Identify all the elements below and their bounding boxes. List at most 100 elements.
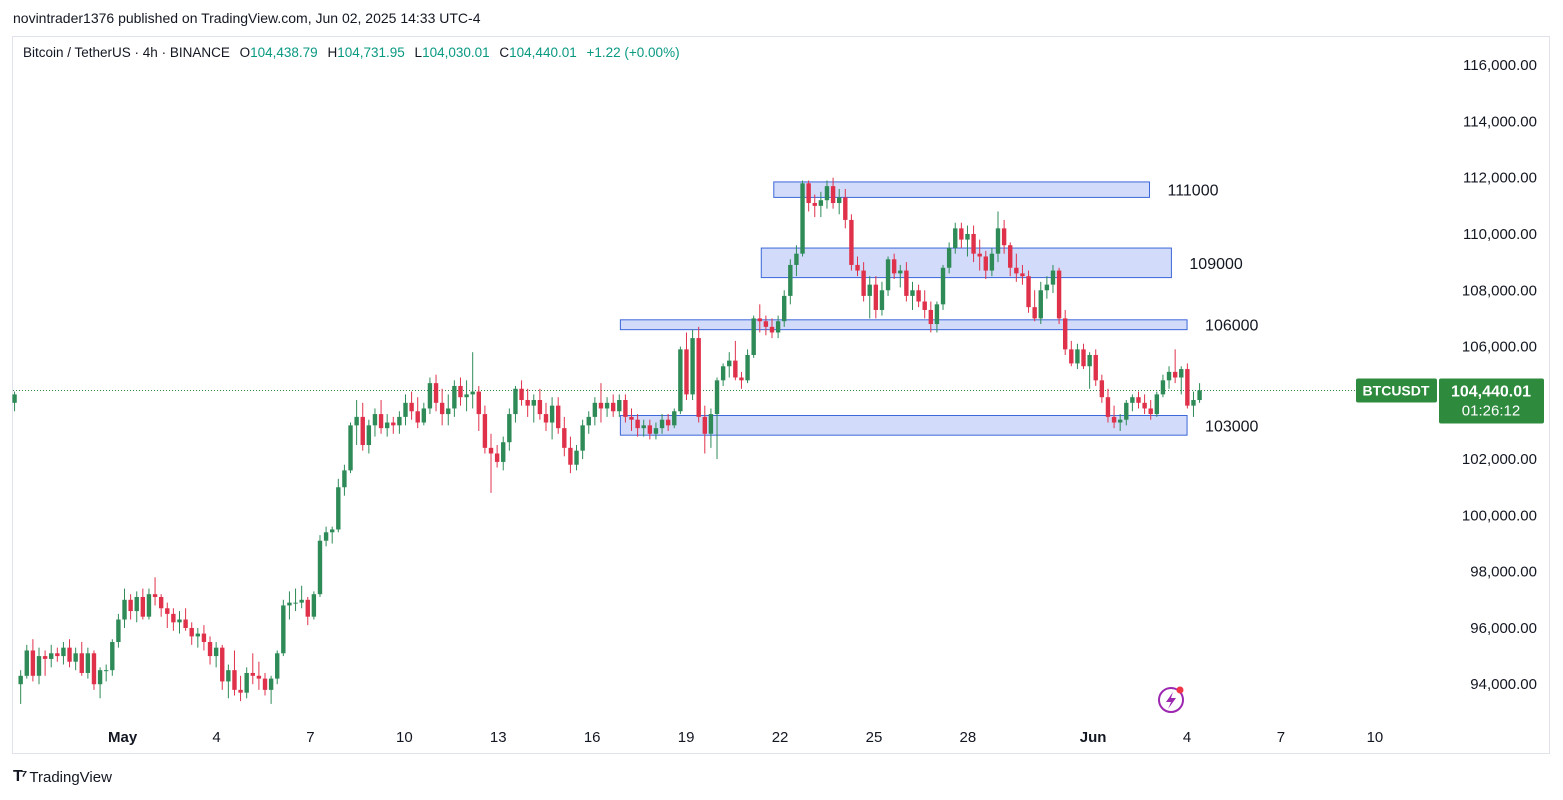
y-tick-label: 96,000.00 <box>1470 620 1537 637</box>
candle-body <box>256 675 262 679</box>
candle-body <box>1197 390 1202 401</box>
y-tick-label: 116,000.00 <box>1463 57 1537 74</box>
candle-body <box>836 197 842 204</box>
candle-body <box>146 594 152 617</box>
candle-body <box>782 295 787 322</box>
candle-body <box>1014 267 1019 274</box>
candle-body <box>916 290 921 302</box>
open-value: 104,438.79 <box>250 45 318 60</box>
ohlc-legend: Bitcoin / TetherUS · 4h · BINANCE O104,4… <box>23 45 680 60</box>
candle-body <box>751 318 756 355</box>
candle-body <box>977 253 982 257</box>
candle-body <box>1130 397 1135 403</box>
candle-body <box>488 447 494 454</box>
candle-body <box>1075 349 1080 364</box>
candle-body <box>665 419 671 426</box>
candle-body <box>384 422 390 429</box>
candle-body <box>293 602 298 604</box>
zone-rect-111000[interactable] <box>773 181 1150 198</box>
candle-body <box>12 394 17 403</box>
candle-body <box>1136 397 1141 403</box>
candle-body <box>708 414 714 434</box>
notification-dot-icon <box>1176 686 1184 694</box>
candle-body <box>641 425 646 429</box>
y-tick-label: 94,000.00 <box>1470 676 1537 693</box>
candle-body <box>1062 318 1068 350</box>
candle-body <box>1087 354 1092 367</box>
x-tick-label: Jun <box>1080 729 1107 746</box>
candle-body <box>421 408 427 423</box>
candle-body <box>849 219 854 265</box>
candle-body <box>244 672 249 693</box>
candle-body <box>189 627 194 637</box>
candle-body <box>910 290 915 296</box>
candle-body <box>604 402 610 409</box>
candle-body <box>220 647 225 682</box>
candle-body <box>800 183 805 254</box>
y-tick-label: 106,000.00 <box>1462 339 1537 356</box>
y-tick-label: 110,000.00 <box>1463 226 1537 243</box>
candle-body <box>586 416 591 426</box>
candle-body <box>49 653 54 659</box>
candle-body <box>470 391 475 395</box>
candle-body <box>458 385 463 398</box>
candle-body <box>739 377 744 381</box>
ticker-badge-label: BTCUSDT <box>1363 382 1430 398</box>
symbol-title[interactable]: Bitcoin / TetherUS · 4h · BINANCE <box>23 45 230 60</box>
candle-body <box>348 425 353 471</box>
candle-body <box>861 270 866 296</box>
candle-body <box>959 228 964 240</box>
zone-rect-103000[interactable] <box>619 414 1188 436</box>
zone-label-109000: 109000 <box>1189 256 1242 273</box>
candle-body <box>873 284 879 310</box>
candle-body <box>79 653 84 673</box>
lightning-icon[interactable] <box>1158 687 1184 713</box>
y-tick-label: 100,000.00 <box>1462 507 1537 524</box>
candle-body <box>152 594 158 597</box>
candle-body <box>568 447 573 465</box>
close-label: C <box>499 45 510 60</box>
candle-body <box>720 366 726 381</box>
candle-body <box>775 321 781 333</box>
candle-body <box>867 284 872 296</box>
candle-body <box>97 670 103 685</box>
candle-body <box>788 264 793 296</box>
tradingview-logo[interactable]: T⁷ TradingView <box>13 768 112 786</box>
candle-body <box>928 309 934 325</box>
candle-body <box>580 425 585 451</box>
candle-body <box>18 675 23 685</box>
candle-body <box>983 256 988 271</box>
candle-body <box>543 414 549 423</box>
candle-body <box>433 383 439 403</box>
candle-body <box>592 402 598 417</box>
candle-body <box>73 653 78 662</box>
ticker-badge[interactable] <box>1356 378 1437 403</box>
candle-body <box>250 672 255 676</box>
candle-body <box>647 425 653 434</box>
candle-body <box>287 602 292 606</box>
candle-body <box>1050 270 1056 285</box>
y-tick-label: 102,000.00 <box>1462 451 1537 468</box>
candle-body <box>1099 380 1105 398</box>
candle-body <box>934 304 940 325</box>
candle-body <box>549 405 555 423</box>
candle-body <box>158 596 164 609</box>
candle-body <box>177 619 182 623</box>
y-tick-label: 114,000.00 <box>1463 113 1537 130</box>
candle-body <box>427 383 433 409</box>
candle-body <box>1160 380 1166 395</box>
candle-body <box>183 619 188 628</box>
candle-body <box>439 402 445 415</box>
x-tick-label: 4 <box>1183 729 1191 746</box>
candle-body <box>1191 400 1196 406</box>
candle-body <box>989 253 995 271</box>
candle-body <box>953 228 958 249</box>
candle-body <box>745 354 750 381</box>
close-value: 104,440.01 <box>509 45 577 60</box>
candle-body <box>623 400 628 417</box>
candle-body <box>513 388 518 415</box>
zone-rect-106000[interactable] <box>619 319 1188 331</box>
candle-body <box>629 416 634 420</box>
zone-rect-109000[interactable] <box>760 247 1172 279</box>
